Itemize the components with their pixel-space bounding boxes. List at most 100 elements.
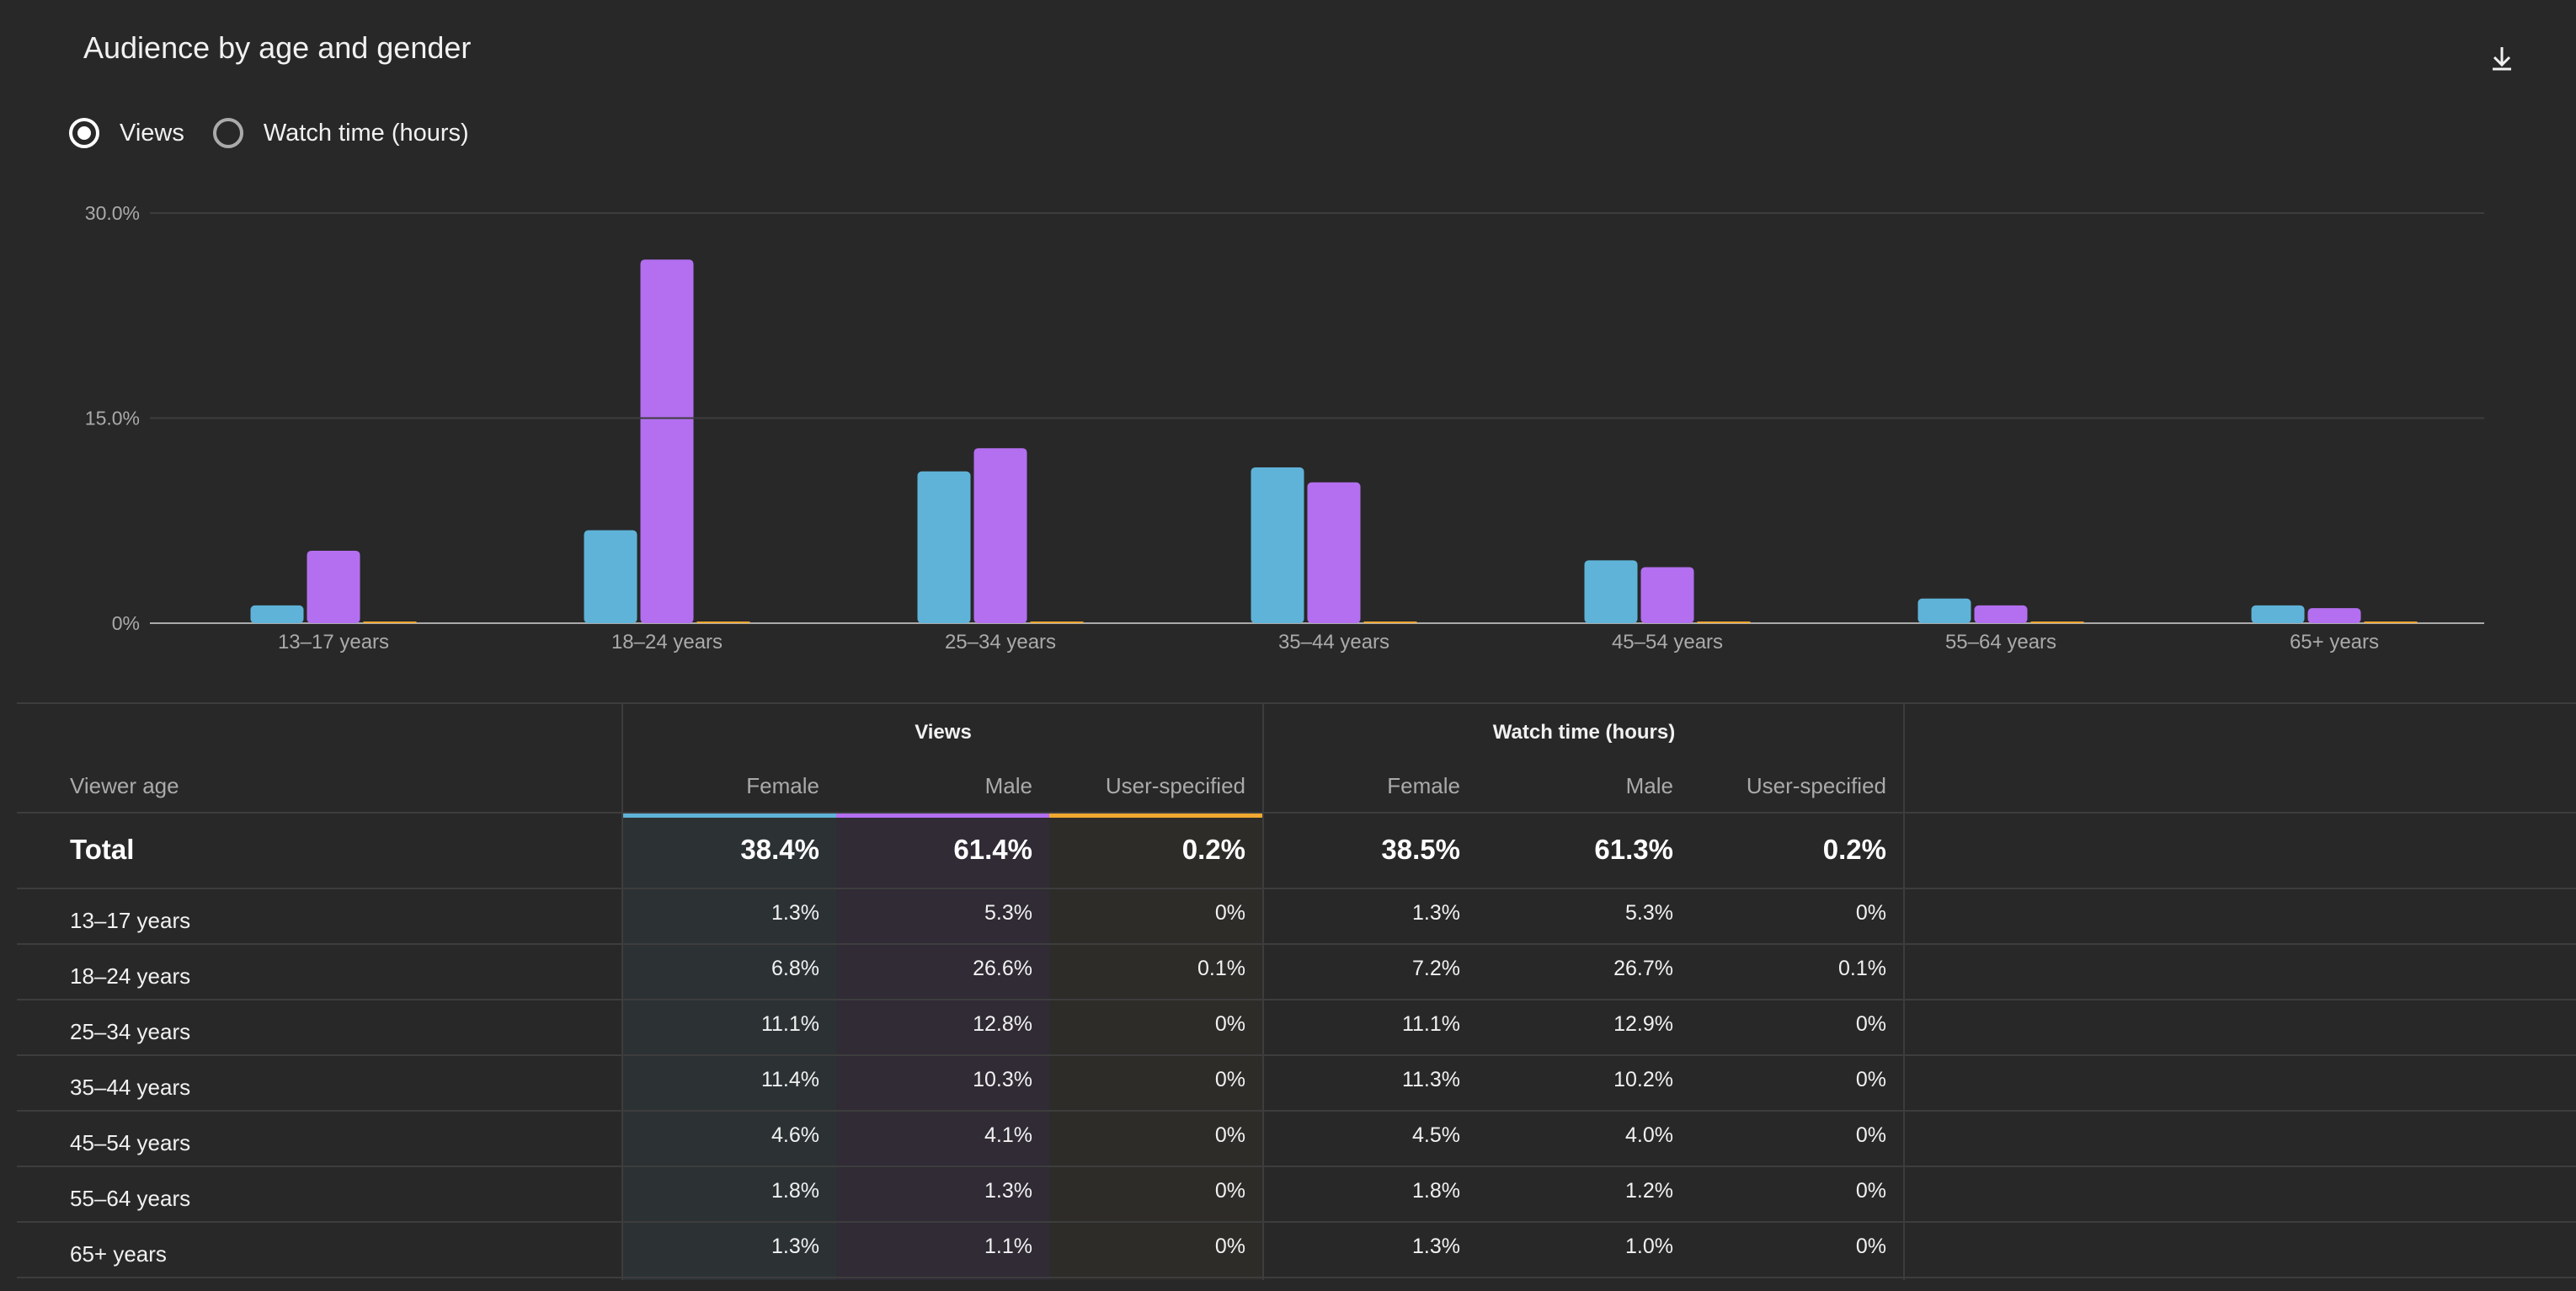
col-header-watch-male[interactable]: Male [1625,773,1673,798]
bar-male[interactable] [1974,605,2028,623]
table-cell: 0% [1855,1235,1886,1258]
bar-user-specified[interactable] [696,621,750,623]
total-cell: 38.4% [740,834,819,865]
radio-button-unchecked[interactable] [212,118,243,148]
bar-female[interactable] [584,530,637,623]
table-cell: 1.8% [771,1179,819,1203]
bar-male[interactable] [1307,482,1361,623]
x-category-label: 18–24 years [611,631,723,654]
bar-female[interactable] [1917,598,1971,623]
row-divider [17,999,2576,1000]
table-cell: 0% [1855,1179,1886,1203]
col-header-views-user-specified[interactable]: User-specified [1105,773,1245,798]
row-divider [17,1221,2576,1223]
age-gender-table: Views Watch time (hours) Viewer age Fema… [17,702,2576,1280]
table-cell: 0% [1855,1123,1886,1147]
row-age-label: 25–34 years [70,1019,191,1044]
bar-female[interactable] [917,471,971,623]
download-button[interactable] [2481,37,2523,79]
row-divider [17,1166,2576,1167]
table-cell: 6.8% [771,957,819,980]
card-title: Audience by age and gender [83,30,472,65]
radio-views[interactable]: Views [69,118,184,148]
col-header-watch-female[interactable]: Female [1387,773,1460,798]
header-divider [17,812,2576,814]
female-views-column-bg [623,812,836,1280]
bar-user-specified[interactable] [363,621,417,623]
group-header-watch-time: Watch time (hours) [1492,721,1676,744]
table-cell: 4.1% [984,1123,1032,1147]
bar-male[interactable] [2307,608,2361,623]
y-tick-label: 0% [112,612,140,634]
bar-user-specified[interactable] [2364,621,2418,623]
table-cell: 11.1% [1401,1012,1460,1036]
bar-female[interactable] [1251,467,1304,623]
bar-male[interactable] [307,550,360,623]
x-category-label: 65+ years [2290,631,2379,654]
col-header-views-female[interactable]: Female [746,773,819,798]
total-cell: 0.2% [1181,834,1245,865]
col-header-views-male[interactable]: Male [984,773,1032,798]
x-category-label: 55–64 years [1945,631,2056,654]
bar-user-specified[interactable] [2030,621,2084,623]
user-specified-underline [1049,812,1262,818]
download-icon [2493,47,2511,71]
table-cell: 4.0% [1625,1123,1673,1147]
bar-male[interactable] [640,259,694,623]
row-divider [17,1277,2576,1278]
table-cell: 1.3% [1412,901,1460,925]
bar-male[interactable] [973,448,1027,623]
female-underline [623,812,836,818]
bar-female[interactable] [1584,560,1638,623]
table-cell: 5.3% [984,901,1032,925]
divider-watch [1903,702,1905,1280]
x-category-label: 45–54 years [1612,631,1723,654]
table-cell: 0% [1214,1179,1245,1203]
radio-label-watch-time: Watch time (hours) [263,119,469,147]
bar-male[interactable] [1640,567,1694,623]
table-cell: 0% [1855,901,1886,925]
table-cell: 7.2% [1412,957,1460,980]
y-tick-label: 30.0% [85,202,140,224]
table-cell: 1.3% [984,1179,1032,1203]
table-cell: 0% [1855,1068,1886,1091]
divider-views [1262,702,1264,1280]
metric-radio-group: Views Watch time (hours) [69,118,498,148]
bar-user-specified[interactable] [1697,621,1751,623]
table-cell: 26.6% [973,957,1032,980]
radio-label-views: Views [120,119,184,147]
row-divider [17,888,2576,889]
table-cell: 11.3% [1401,1068,1460,1091]
table-cell: 4.6% [771,1123,819,1147]
total-cell: 38.5% [1381,834,1460,865]
table-cell: 0% [1214,1235,1245,1258]
table-cell: 12.9% [1613,1012,1673,1036]
table-cell: 5.3% [1625,901,1673,925]
male-views-column-bg [836,812,1049,1280]
radio-button-checked[interactable] [69,118,99,148]
x-category-label: 13–17 years [278,631,389,654]
row-divider [17,943,2576,945]
viewer-age-header: Viewer age [70,773,179,798]
total-cell: 61.3% [1594,834,1673,865]
table-cell: 0% [1214,1012,1245,1036]
table-cell: 1.3% [771,1235,819,1258]
table-cell: 11.1% [760,1012,819,1036]
radio-watch-time[interactable]: Watch time (hours) [212,118,469,148]
bar-user-specified[interactable] [1030,621,1084,623]
table-cell: 4.5% [1412,1123,1460,1147]
table-top-border [17,702,2576,704]
bar-user-specified[interactable] [1363,621,1417,623]
table-cell: 0% [1855,1012,1886,1036]
bar-female[interactable] [250,605,304,623]
total-cell: 61.4% [953,834,1032,865]
col-header-watch-user-specified[interactable]: User-specified [1746,773,1886,798]
table-cell: 1.0% [1625,1235,1673,1258]
bar-female[interactable] [2251,605,2305,623]
user-specified-views-column-bg [1049,812,1262,1280]
table-cell: 26.7% [1613,957,1673,980]
y-tick-label: 15.0% [85,408,140,429]
table-cell: 0% [1214,1068,1245,1091]
total-cell: 0.2% [1822,834,1886,865]
row-age-label: 18–24 years [70,963,191,989]
